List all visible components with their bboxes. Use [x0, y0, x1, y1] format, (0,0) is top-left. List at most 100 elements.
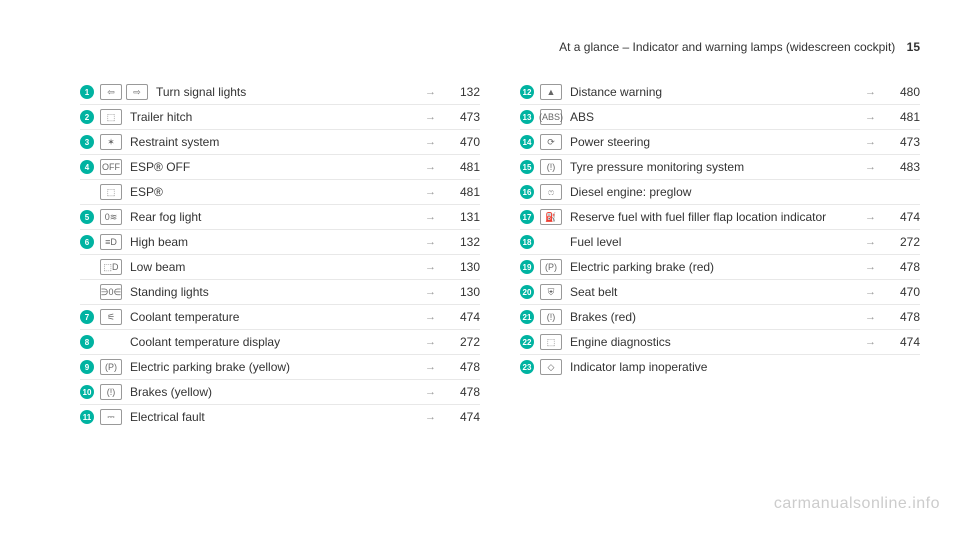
- page-reference: 272: [886, 234, 920, 250]
- item-number-badge: 16: [520, 185, 534, 199]
- page-reference: 480: [886, 84, 920, 100]
- item-number-badge: 3: [80, 135, 94, 149]
- item-label: Distance warning: [566, 84, 855, 100]
- arrow-icon: →: [855, 309, 886, 325]
- item-label: Turn signal lights: [152, 84, 415, 100]
- item-label: Tyre pressure monitoring system: [566, 159, 855, 175]
- arrow-icon: →: [415, 259, 446, 275]
- list-row: 9 (P)Electric parking brake (yellow)→478: [80, 355, 480, 380]
- indicator-icon: ⎓: [100, 409, 122, 425]
- page-reference: 473: [446, 109, 480, 125]
- page-reference: 474: [886, 209, 920, 225]
- item-number-badge: 7: [80, 310, 94, 324]
- arrow-icon: →: [855, 84, 886, 100]
- list-row: 50≋Rear fog light→131: [80, 205, 480, 230]
- arrow-icon: →: [855, 334, 886, 350]
- list-row: 22⬚Engine diagnostics→474: [520, 330, 920, 355]
- item-number-badge: 11: [80, 410, 94, 424]
- arrow-icon: →: [415, 334, 446, 350]
- indicator-icon: ⇨: [126, 84, 148, 100]
- list-row: 4OFFESP® OFF→481: [80, 155, 480, 180]
- page-reference: 483: [886, 159, 920, 175]
- list-row: 10(!)Brakes (yellow)→478: [80, 380, 480, 405]
- list-row: 12 ▲Distance warning→480: [520, 80, 920, 105]
- item-label: Brakes (red): [566, 309, 855, 325]
- item-number-badge: 8: [80, 335, 94, 349]
- page-reference: 473: [886, 134, 920, 150]
- arrow-icon: →: [415, 284, 446, 300]
- arrow-icon: →: [855, 284, 886, 300]
- indicator-icon: (!): [100, 384, 122, 400]
- item-label: Coolant temperature: [126, 309, 415, 325]
- list-row: 19(P)Electric parking brake (red)→478: [520, 255, 920, 280]
- indicator-icon: ⬚: [100, 109, 122, 125]
- item-number-badge: 2: [80, 110, 94, 124]
- arrow-icon: →: [415, 359, 446, 375]
- page-reference: 470: [886, 284, 920, 300]
- page-reference: 130: [446, 284, 480, 300]
- indicator-icon: (!): [540, 309, 562, 325]
- item-label: Brakes (yellow): [126, 384, 415, 400]
- indicator-icon: ✶: [100, 134, 122, 150]
- item-number-badge: 21: [520, 310, 534, 324]
- item-label: ESP®: [126, 184, 415, 200]
- page-reference: 131: [446, 209, 480, 225]
- page-reference: 132: [446, 84, 480, 100]
- item-number-badge: 15: [520, 160, 534, 174]
- arrow-icon: →: [415, 109, 446, 125]
- page-reference: 130: [446, 259, 480, 275]
- item-label: Trailer hitch: [126, 109, 415, 125]
- indicator-icon: ⛽: [540, 209, 562, 225]
- page-reference: 478: [446, 359, 480, 375]
- item-label: ESP® OFF: [126, 159, 415, 175]
- list-row: 8Coolant temperature display→272: [80, 330, 480, 355]
- arrow-icon: →: [855, 134, 886, 150]
- item-label: Restraint system: [126, 134, 415, 150]
- item-label: Electrical fault: [126, 409, 415, 425]
- indicator-icon: (P): [100, 359, 122, 375]
- indicator-icon: ≡D: [100, 234, 122, 250]
- arrow-icon: →: [415, 409, 446, 425]
- indicator-icon: ⛨: [540, 284, 562, 300]
- item-label: Coolant temperature display: [126, 334, 415, 350]
- page-header: At a glance – Indicator and warning lamp…: [559, 40, 920, 54]
- arrow-icon: →: [415, 184, 446, 200]
- list-row: 14⟳Power steering→473: [520, 130, 920, 155]
- item-label: ABS: [566, 109, 855, 125]
- item-number-badge: 18: [520, 235, 534, 249]
- page-reference: 474: [446, 409, 480, 425]
- item-number-badge: 17: [520, 210, 534, 224]
- watermark: carmanualsonline.info: [774, 495, 940, 513]
- indicator-icon: ෆ: [540, 184, 562, 200]
- page-reference: 478: [886, 259, 920, 275]
- item-number-badge: 23: [520, 360, 534, 374]
- indicator-icon: (ABS): [540, 109, 562, 125]
- arrow-icon: →: [855, 234, 886, 250]
- item-number-badge: 13: [520, 110, 534, 124]
- indicator-icon: (!): [540, 159, 562, 175]
- item-number-badge: 12: [520, 85, 534, 99]
- item-number-badge: 5: [80, 210, 94, 224]
- indicator-icon: ⬚: [100, 184, 122, 200]
- list-row: ⬚DLow beam→130: [80, 255, 480, 280]
- arrow-icon: →: [415, 309, 446, 325]
- list-row: 20⛨Seat belt→470: [520, 280, 920, 305]
- indicator-icon: ⬚D: [100, 259, 122, 275]
- item-number-badge: 1: [80, 85, 94, 99]
- list-row: 3✶Restraint system→470: [80, 130, 480, 155]
- indicator-icon: ⟳: [540, 134, 562, 150]
- item-label: Standing lights: [126, 284, 415, 300]
- item-label: Electric parking brake (red): [566, 259, 855, 275]
- list-row: ∋0∈Standing lights→130: [80, 280, 480, 305]
- item-label: Electric parking brake (yellow): [126, 359, 415, 375]
- page-reference: 478: [886, 309, 920, 325]
- page-reference: 481: [446, 184, 480, 200]
- item-number-badge: 9: [80, 360, 94, 374]
- list-row: 1⇦⇨Turn signal lights→132: [80, 80, 480, 105]
- list-row: 18Fuel level→272: [520, 230, 920, 255]
- indicator-icon: ▲: [540, 84, 562, 100]
- page-reference: 470: [446, 134, 480, 150]
- list-row: 16ෆDiesel engine: preglow: [520, 180, 920, 205]
- item-number-badge: 4: [80, 160, 94, 174]
- item-label: Low beam: [126, 259, 415, 275]
